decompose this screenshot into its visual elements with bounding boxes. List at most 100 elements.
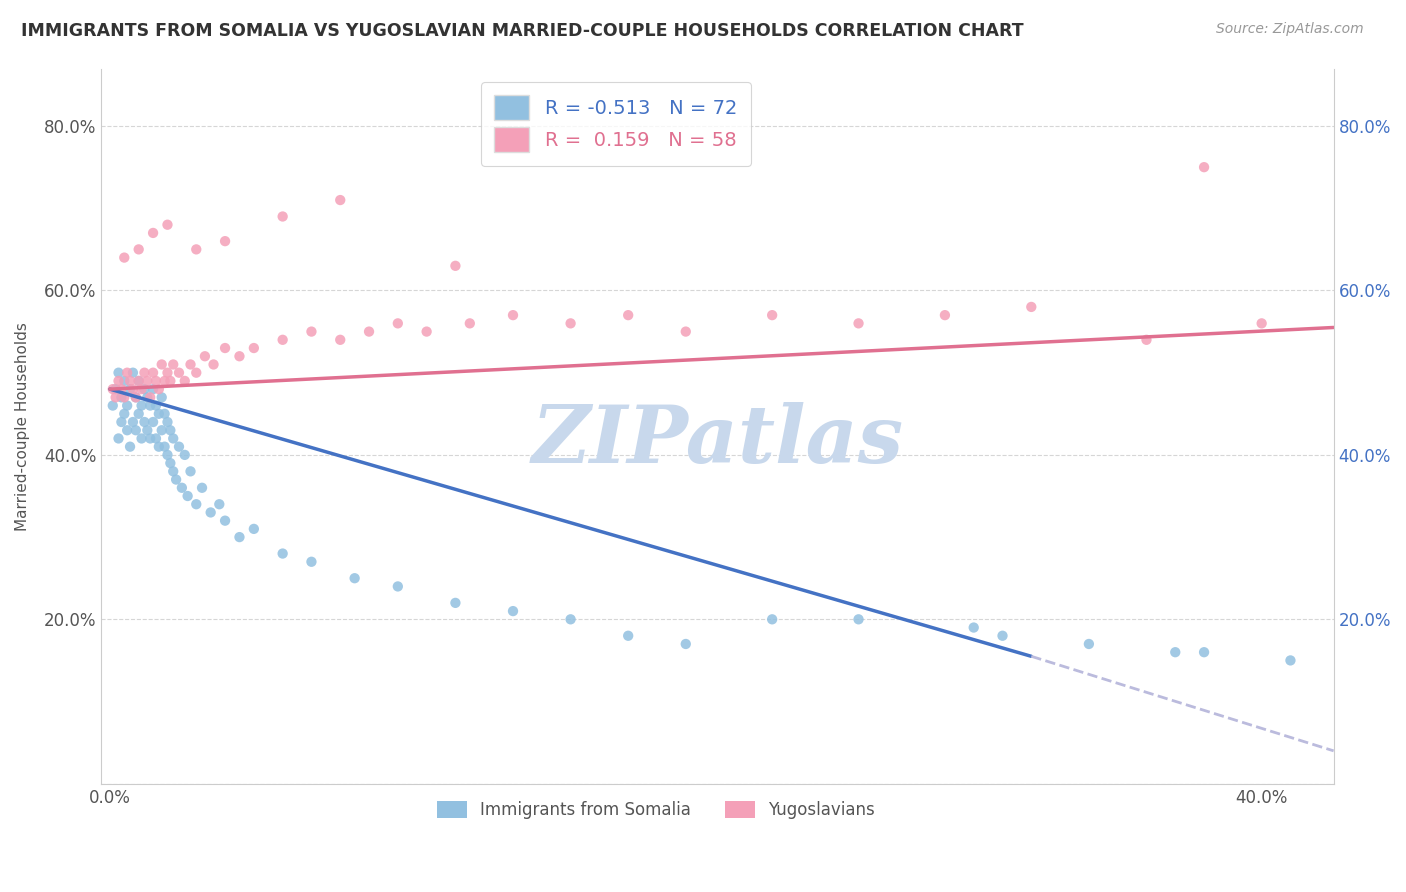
Point [165,473,187,487]
Point [560,612,582,626]
Point [139,390,162,404]
Legend: Immigrants from Somalia, Yugoslavians: Immigrants from Somalia, Yugoslavians [430,794,882,825]
Point [112,374,135,388]
Point [173,448,195,462]
Point [387,579,409,593]
Point [458,317,481,331]
Point [148,382,170,396]
Point [153,407,176,421]
Point [110,390,132,404]
Point [148,440,170,454]
Point [214,514,236,528]
Point [934,308,956,322]
Point [162,358,184,372]
Point [122,366,145,380]
Point [139,432,162,446]
Point [131,382,153,396]
Point [1135,333,1157,347]
Point [167,440,190,454]
Point [194,349,217,363]
Point [502,308,524,322]
Point [156,448,179,462]
Point [107,432,129,446]
Point [387,317,409,331]
Point [128,374,150,388]
Point [202,358,225,372]
Point [186,366,208,380]
Point [848,612,870,626]
Point [148,407,170,421]
Point [343,571,366,585]
Point [118,374,141,388]
Point [134,366,156,380]
Point [139,399,162,413]
Point [186,497,208,511]
Point [179,464,201,478]
Point [502,604,524,618]
Point [167,366,190,380]
Point [1279,653,1302,667]
Point [208,497,231,511]
Point [200,505,222,519]
Point [101,399,124,413]
Point [145,399,167,413]
Point [243,341,266,355]
Point [145,374,167,388]
Point [112,390,135,404]
Text: IMMIGRANTS FROM SOMALIA VS YUGOSLAVIAN MARRIED-COUPLE HOUSEHOLDS CORRELATION CHA: IMMIGRANTS FROM SOMALIA VS YUGOSLAVIAN M… [21,22,1024,40]
Point [142,415,165,429]
Point [115,366,138,380]
Point [162,432,184,446]
Point [115,423,138,437]
Point [150,390,173,404]
Point [118,440,141,454]
Point [761,308,783,322]
Point [243,522,266,536]
Point [444,596,467,610]
Point [112,407,135,421]
Point [214,234,236,248]
Point [1077,637,1099,651]
Point [173,374,195,388]
Y-axis label: Married-couple Households: Married-couple Households [15,322,30,531]
Point [560,317,582,331]
Point [176,489,198,503]
Point [150,423,173,437]
Point [159,456,181,470]
Point [329,193,352,207]
Point [125,390,148,404]
Point [156,415,179,429]
Point [271,333,294,347]
Point [115,399,138,413]
Point [112,251,135,265]
Point [136,423,159,437]
Point [145,432,167,446]
Point [963,621,986,635]
Point [1164,645,1187,659]
Point [134,415,156,429]
Point [125,390,148,404]
Point [848,317,870,331]
Point [122,382,145,396]
Point [159,374,181,388]
Point [1250,317,1272,331]
Point [617,629,640,643]
Point [128,243,150,257]
Point [104,390,127,404]
Point [107,366,129,380]
Point [104,382,127,396]
Point [131,432,153,446]
Point [228,349,250,363]
Point [301,325,323,339]
Point [110,415,132,429]
Point [329,333,352,347]
Point [150,358,173,372]
Point [675,325,697,339]
Point [186,243,208,257]
Point [142,366,165,380]
Point [170,481,193,495]
Point [444,259,467,273]
Point [153,374,176,388]
Point [153,440,176,454]
Point [128,374,150,388]
